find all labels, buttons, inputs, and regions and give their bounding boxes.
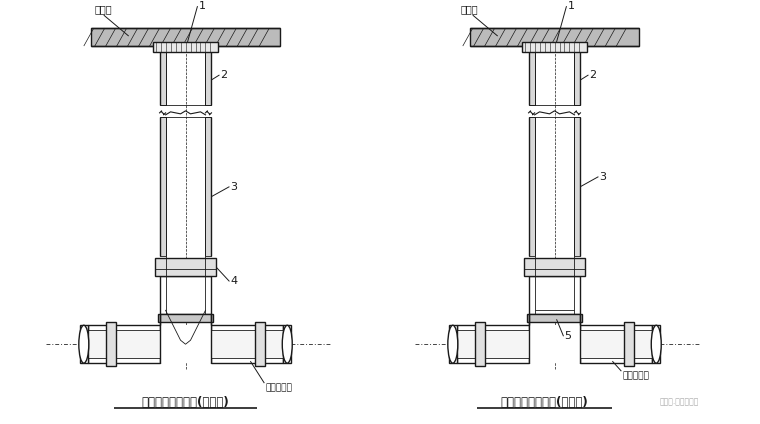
Bar xyxy=(88,330,160,358)
Bar xyxy=(160,50,166,105)
Text: 埋地排水管: 埋地排水管 xyxy=(265,383,292,392)
Text: 3: 3 xyxy=(230,181,237,192)
Ellipse shape xyxy=(448,325,458,363)
Text: 给排水.电知识平台: 给排水.电知识平台 xyxy=(660,398,699,407)
Bar xyxy=(575,50,581,105)
Text: 1: 1 xyxy=(568,1,575,11)
Bar xyxy=(470,28,639,46)
Bar xyxy=(255,322,265,366)
Bar xyxy=(529,117,534,257)
Bar xyxy=(475,322,485,366)
Bar xyxy=(157,314,214,322)
Bar xyxy=(575,117,581,257)
Text: 5: 5 xyxy=(565,331,572,341)
Bar xyxy=(205,50,211,105)
Text: 非道路: 非道路 xyxy=(461,4,479,14)
Bar xyxy=(581,330,652,358)
Bar xyxy=(154,259,217,276)
Ellipse shape xyxy=(79,325,89,363)
Bar xyxy=(457,325,529,363)
Bar xyxy=(106,322,116,366)
Text: 非道路: 非道路 xyxy=(95,4,112,14)
Text: 2: 2 xyxy=(220,70,227,80)
Text: 4: 4 xyxy=(230,276,238,286)
Bar xyxy=(283,325,291,363)
Bar xyxy=(652,325,660,363)
Bar xyxy=(457,330,529,358)
Ellipse shape xyxy=(651,325,661,363)
Text: 3: 3 xyxy=(600,172,606,181)
Bar xyxy=(529,276,581,314)
Bar xyxy=(160,276,211,314)
Bar xyxy=(80,325,88,363)
Ellipse shape xyxy=(282,325,293,363)
Bar xyxy=(521,42,587,52)
Bar xyxy=(529,325,581,363)
Bar xyxy=(581,325,652,363)
Bar xyxy=(160,117,166,257)
Text: 非防护井盖检查井(无流槽): 非防护井盖检查井(无流槽) xyxy=(501,396,588,409)
Bar xyxy=(88,325,160,363)
Bar xyxy=(90,28,280,46)
Bar xyxy=(624,322,635,366)
Bar xyxy=(153,42,218,52)
Text: 非防护井盖检查井(有流槽): 非防护井盖检查井(有流槽) xyxy=(141,396,230,409)
Bar xyxy=(449,325,457,363)
Text: 1: 1 xyxy=(198,1,205,11)
Bar xyxy=(524,259,585,276)
Bar xyxy=(211,325,283,363)
Text: 埋地排水管: 埋地排水管 xyxy=(622,371,649,380)
Bar xyxy=(160,325,211,363)
Text: 2: 2 xyxy=(590,70,597,80)
Bar xyxy=(205,117,211,257)
Bar xyxy=(529,50,534,105)
Bar xyxy=(527,314,582,322)
Bar xyxy=(211,330,283,358)
